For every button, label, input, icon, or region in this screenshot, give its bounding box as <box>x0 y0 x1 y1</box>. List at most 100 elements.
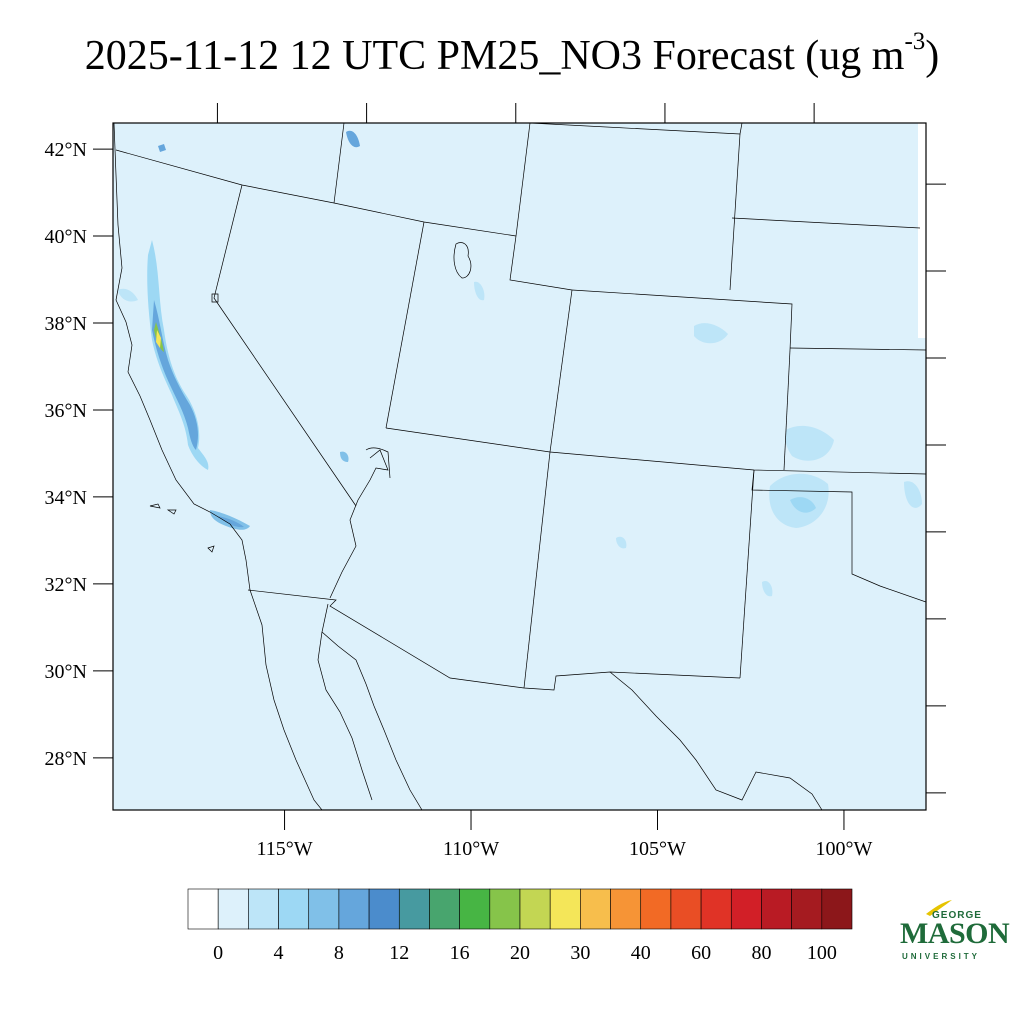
colorbar-swatch <box>217 888 249 930</box>
map-frame <box>112 122 927 811</box>
boundaries <box>113 123 926 810</box>
colorbar-label: 60 <box>691 942 711 964</box>
rio-grande <box>609 671 823 810</box>
channel-island-3 <box>207 545 215 553</box>
colorbar-swatch <box>791 888 823 930</box>
az-nm-border <box>523 451 551 689</box>
lat-tick-label: 42°N <box>45 139 87 161</box>
title-close: ) <box>925 33 940 79</box>
central-valley-hotspot <box>156 330 161 348</box>
ks-ok-border <box>751 469 926 603</box>
concentration-patches <box>118 123 926 597</box>
colorbar-label: 0 <box>213 942 223 964</box>
logo-top-text: GEORGE <box>932 910 982 921</box>
channel-island-1 <box>149 503 161 509</box>
central-valley-plume-mid <box>152 300 198 450</box>
colorbar-swatch <box>761 888 792 930</box>
colorbar-swatch <box>489 888 521 930</box>
lat-tick-label: 30°N <box>45 661 87 683</box>
lon-tick-label: 105°W <box>629 838 686 860</box>
lat-tick-label: 36°N <box>45 400 87 422</box>
colorbar-label: 16 <box>450 942 470 964</box>
colorbar-swatch <box>368 888 400 930</box>
latitude-axis: 42°N 40°N 38°N 36°N 34°N 32°N 30°N 28°N <box>45 139 946 794</box>
colorbar-label: 20 <box>510 942 530 964</box>
colorbar-label: 4 <box>274 942 284 964</box>
nm-tx-border <box>739 469 755 679</box>
lake-mead <box>365 447 391 479</box>
oklahoma-core <box>790 497 816 513</box>
swoosh-icon <box>926 900 952 916</box>
lat-tick-label: 28°N <box>45 748 87 770</box>
or-ca-nv-border <box>115 149 335 204</box>
map-background <box>113 123 926 810</box>
colorbar: 0 4 8 12 16 20 30 40 60 80 100 <box>187 888 853 964</box>
id-wy-border <box>515 123 531 237</box>
pacific-coastline <box>113 123 323 810</box>
right-edge-strip <box>918 123 926 338</box>
kansas-patch <box>785 425 834 461</box>
lat-tick-label: 40°N <box>45 226 87 248</box>
colorbar-swatch <box>519 888 551 930</box>
title-exponent: -3 <box>904 28 926 55</box>
colorbar-swatch <box>700 888 732 930</box>
colorbar-swatch <box>429 888 460 930</box>
logo-bottom-text: UNIVERSITY <box>902 952 981 961</box>
new-mexico-patch <box>616 536 627 549</box>
colorbar-swatch <box>338 888 370 930</box>
colorbar-label: 12 <box>389 942 409 964</box>
colorbar-swatch <box>821 888 853 930</box>
colorado-river <box>329 449 389 599</box>
texas-panhandle-patch <box>762 580 773 597</box>
ut-co-border <box>549 289 573 453</box>
gulf-coast-east <box>321 631 423 810</box>
great-salt-lake <box>453 242 472 279</box>
colorbar-label: 80 <box>751 942 771 964</box>
utah-patch <box>474 281 485 301</box>
bay-area-patch <box>118 288 138 302</box>
las-vegas-patch <box>340 451 349 462</box>
lat-tick-label: 38°N <box>45 313 87 335</box>
colorbar-swatch <box>549 888 581 930</box>
colorbar-swatch <box>730 888 762 930</box>
channel-island-2 <box>166 509 177 515</box>
colorbar-label: 8 <box>334 942 344 964</box>
lake-tahoe <box>211 293 219 303</box>
lon-tick-label: 100°W <box>816 838 873 860</box>
colorbar-swatch <box>459 888 491 930</box>
colorbar-swatch <box>278 888 310 930</box>
colorbar-swatch <box>187 888 219 930</box>
lon-tick-label: 110°W <box>443 838 499 860</box>
wy-sd-border <box>729 133 741 291</box>
colorbar-label: 40 <box>631 942 651 964</box>
gulf-coast-west <box>317 603 373 801</box>
colorbar-swatch <box>670 888 702 930</box>
gmu-logo: GEORGE MASON UNIVERSITY <box>896 898 1010 968</box>
colorbar-swatch <box>640 888 672 930</box>
colorbar-swatch <box>248 888 279 930</box>
lon-tick-label: 115°W <box>256 838 312 860</box>
colorbar-swatch <box>308 888 340 930</box>
oregon-patch <box>346 130 360 148</box>
colorbar-swatch <box>580 888 611 930</box>
ca-nv-border <box>213 184 357 507</box>
colorbar-label: 30 <box>570 942 590 964</box>
lat-tick-label: 32°N <box>45 574 87 596</box>
title-text: 2025-11-12 12 UTC PM25_NO3 Forecast (ug … <box>84 33 905 79</box>
los-angeles-core <box>218 516 244 528</box>
oregon-small-patch <box>158 144 166 152</box>
id-or-border <box>333 123 345 204</box>
map-title: 2025-11-12 12 UTC PM25_NO3 Forecast (ug … <box>0 28 1024 84</box>
ne-ks-border <box>789 347 926 351</box>
denver-patch <box>694 323 728 344</box>
colorbar-label: 100 <box>807 942 837 964</box>
wy-co-ne-border <box>571 289 793 351</box>
nv-ut-border <box>385 221 425 429</box>
co-ks-border <box>783 349 791 471</box>
logo-main-text: MASON <box>900 917 1010 950</box>
colorbar-swatch <box>398 888 430 930</box>
colorbar-swatch <box>610 888 642 930</box>
ut-wy-border <box>509 235 573 291</box>
east-edge-patch <box>904 481 922 508</box>
